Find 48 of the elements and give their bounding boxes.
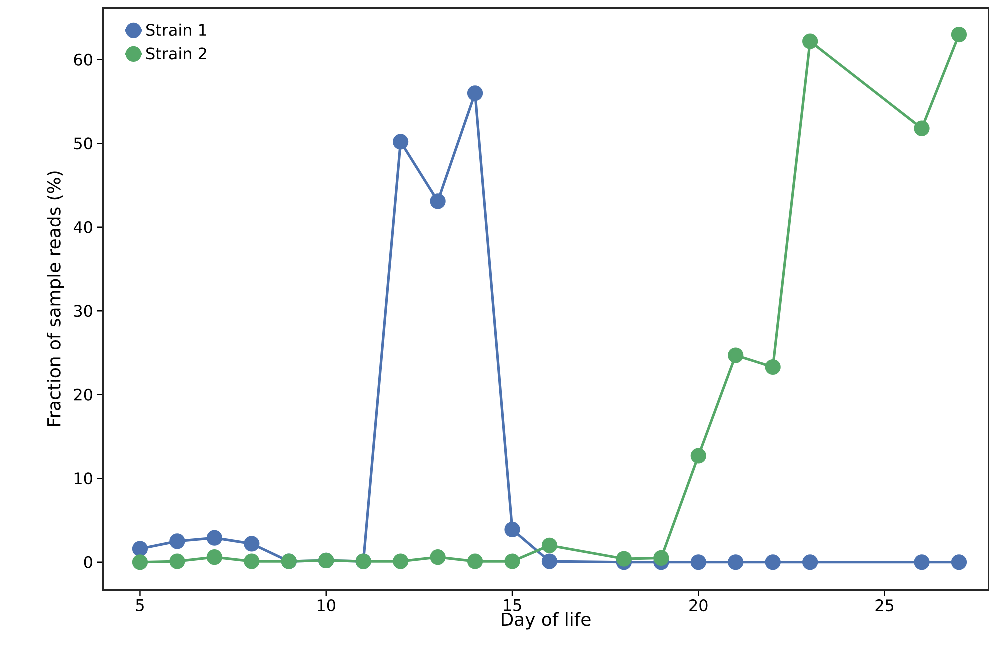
point [206, 530, 222, 546]
point [244, 554, 260, 570]
x-tick-label: 20 [690, 600, 708, 612]
x-tick-label: 5 [136, 600, 144, 612]
point [765, 554, 781, 570]
point [430, 550, 446, 566]
point [132, 541, 148, 557]
point [616, 551, 632, 567]
x-tick-label: 25 [876, 600, 894, 612]
x-axis-title: Day of life [502, 612, 591, 630]
point [951, 26, 968, 43]
legend-label: Strain 1 [146, 24, 206, 36]
point [467, 86, 484, 102]
point [728, 348, 744, 364]
point [542, 554, 558, 570]
point [504, 522, 520, 538]
point [170, 554, 186, 570]
y-tick-label: 0 [84, 556, 92, 568]
point [393, 134, 409, 150]
point [951, 554, 968, 570]
y-tick-label: 20 [74, 388, 92, 401]
point [765, 359, 781, 376]
point [467, 554, 484, 570]
point [132, 554, 148, 570]
point [690, 554, 706, 570]
point [170, 534, 186, 550]
point [690, 448, 706, 464]
y-tick-label: 50 [74, 138, 92, 150]
y-tick-label: 40 [74, 221, 92, 234]
legend-label: Strain 2 [146, 47, 206, 60]
point [206, 550, 222, 566]
x-tick-label: 15 [504, 600, 522, 612]
y-axis-title: Fraction of sample reads (%) [47, 172, 64, 426]
x-tick-label: 10 [318, 600, 336, 612]
point [728, 554, 744, 570]
point [504, 554, 520, 570]
point [430, 194, 446, 210]
point [914, 554, 930, 570]
point [244, 536, 260, 552]
y-tick-label: 10 [74, 472, 92, 485]
y-tick-label: 30 [74, 305, 92, 318]
point [654, 550, 670, 566]
point [542, 538, 558, 554]
point [393, 554, 409, 570]
point [802, 34, 818, 50]
point [914, 120, 930, 136]
y-tick-label: 60 [74, 54, 92, 66]
point [802, 554, 818, 570]
